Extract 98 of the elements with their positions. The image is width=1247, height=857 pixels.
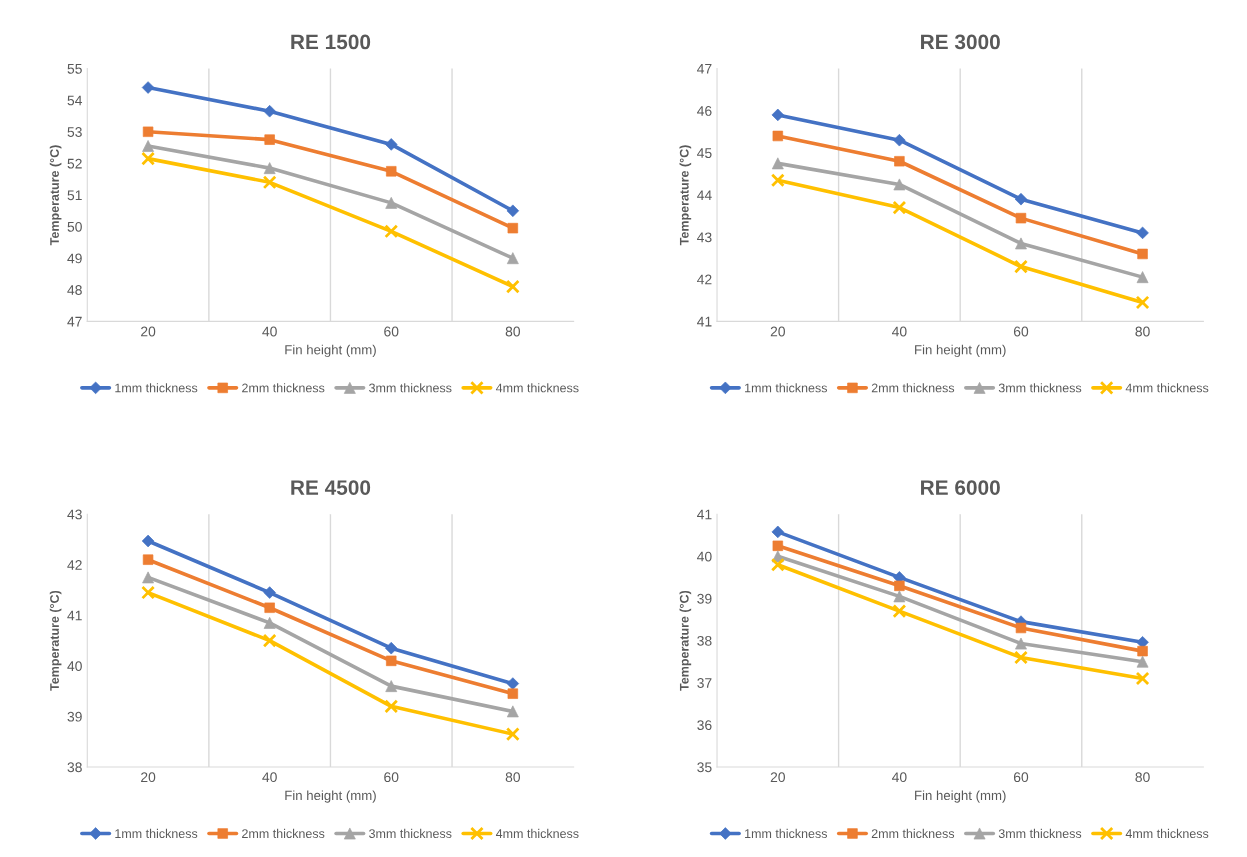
y-axis-title: Temperature (°C) xyxy=(679,145,692,246)
point xyxy=(141,151,156,166)
legend-label: 2mm thickness xyxy=(242,828,325,839)
x-tick-label: 20 xyxy=(770,326,785,337)
y-tick-label: 48 xyxy=(67,285,82,295)
x-tick-label: 40 xyxy=(262,772,277,783)
point xyxy=(507,688,519,699)
x-axis-title: Fin height (mm) xyxy=(285,790,376,803)
y-tick-label: 43 xyxy=(697,232,712,243)
point xyxy=(1135,295,1150,310)
point xyxy=(772,130,784,142)
x-tick-label: 40 xyxy=(891,326,907,337)
y-tick-label: 53 xyxy=(67,127,82,137)
y-axis-title: Temperature (°C) xyxy=(49,590,62,691)
x-tick-label: 80 xyxy=(1135,326,1150,337)
point xyxy=(772,540,784,552)
legend-label: 4mm thickness xyxy=(1125,828,1209,839)
point xyxy=(770,557,785,572)
y-tick-label: 47 xyxy=(67,316,82,327)
y-tick-label: 39 xyxy=(697,593,712,604)
point xyxy=(386,166,397,177)
y-tick-label: 47 xyxy=(697,64,712,74)
point xyxy=(384,699,399,714)
y-tick-label: 55 xyxy=(67,64,82,74)
y-tick-label: 36 xyxy=(697,720,712,731)
legend-label: 1mm thickness xyxy=(115,383,198,393)
x-tick-label: 80 xyxy=(505,772,521,783)
x-tick-label: 80 xyxy=(1135,772,1150,783)
x-tick-label: 40 xyxy=(262,326,277,337)
y-tick-label: 43 xyxy=(67,509,82,520)
legend-label: 3mm thickness xyxy=(369,383,452,393)
legend-label: 2mm thickness xyxy=(871,383,955,393)
x-tick-label: 20 xyxy=(141,772,156,783)
y-tick-label: 49 xyxy=(67,253,82,264)
legend-label: 3mm thickness xyxy=(369,828,452,839)
legend-label: 4mm thickness xyxy=(495,828,579,839)
y-tick-label: 44 xyxy=(697,190,712,200)
legend-label: 3mm thickness xyxy=(998,828,1082,839)
y-tick-label: 41 xyxy=(67,610,82,621)
legend-label: 1mm thickness xyxy=(745,828,828,839)
x-tick-label: 60 xyxy=(1013,326,1029,337)
x-axis-title: Fin height (mm) xyxy=(285,344,376,358)
point xyxy=(892,200,907,215)
y-tick-label: 38 xyxy=(697,635,712,646)
legend-label: 1mm thickness xyxy=(745,383,828,393)
y-axis-title: Temperature (°C) xyxy=(49,145,62,246)
x-tick-label: 60 xyxy=(1013,772,1029,783)
point xyxy=(386,655,397,667)
x-axis-title: Fin height (mm) xyxy=(915,344,1006,358)
point xyxy=(892,604,907,619)
point xyxy=(262,175,277,190)
y-tick-label: 52 xyxy=(67,158,82,169)
y-tick-label: 41 xyxy=(697,509,712,520)
chart-title: RE 4500 xyxy=(291,480,371,495)
y-axis-title: Temperature (°C) xyxy=(679,590,692,691)
x-axis-title: Fin height (mm) xyxy=(915,790,1006,803)
point xyxy=(770,173,785,188)
chart-title: RE 6000 xyxy=(921,480,1000,495)
x-tick-label: 40 xyxy=(891,772,907,783)
point xyxy=(505,279,520,294)
y-tick-label: 42 xyxy=(67,560,82,570)
legend-label: 4mm thickness xyxy=(1125,383,1209,393)
point xyxy=(262,633,277,648)
point xyxy=(1135,671,1150,686)
point xyxy=(142,126,154,137)
legend-label: 1mm thickness xyxy=(115,828,198,839)
legend-label: 2mm thickness xyxy=(871,828,955,839)
y-tick-label: 40 xyxy=(697,551,712,562)
x-tick-label: 60 xyxy=(384,326,399,337)
point xyxy=(141,585,156,600)
point xyxy=(1015,212,1027,224)
point xyxy=(505,727,520,742)
point xyxy=(384,224,399,239)
legend-label: 2mm thickness xyxy=(242,383,325,393)
y-tick-label: 50 xyxy=(67,221,82,232)
legend-label: 4mm thickness xyxy=(495,383,579,393)
x-tick-label: 20 xyxy=(141,326,156,337)
y-tick-label: 45 xyxy=(697,148,712,158)
point xyxy=(1014,650,1028,665)
x-tick-label: 60 xyxy=(384,772,399,783)
y-tick-label: 41 xyxy=(697,316,712,327)
y-tick-label: 46 xyxy=(697,106,712,116)
y-tick-label: 42 xyxy=(697,274,712,285)
y-tick-label: 37 xyxy=(697,678,712,688)
y-tick-label: 39 xyxy=(67,711,82,722)
y-tick-label: 51 xyxy=(67,190,82,201)
point xyxy=(264,134,275,145)
y-tick-label: 40 xyxy=(67,661,82,672)
x-tick-label: 80 xyxy=(505,326,521,337)
point xyxy=(1015,622,1027,634)
x-tick-label: 20 xyxy=(770,772,785,783)
chart-title: RE 1500 xyxy=(291,34,371,50)
legend-label: 3mm thickness xyxy=(998,383,1082,393)
y-tick-label: 35 xyxy=(697,762,712,773)
chart-title: RE 3000 xyxy=(921,34,1000,50)
y-tick-label: 54 xyxy=(67,95,83,106)
y-tick-label: 38 xyxy=(67,762,82,773)
point xyxy=(1014,259,1028,274)
